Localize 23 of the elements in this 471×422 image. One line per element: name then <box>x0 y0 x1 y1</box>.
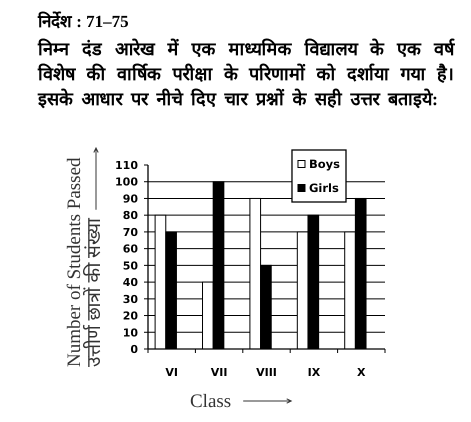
y-tick-label: 100 <box>115 176 138 189</box>
x-tick-label: IX <box>308 366 321 379</box>
y-axis-title: Number of Students Passed उत्तीर्ण छात्रों की संख्या <box>64 156 105 367</box>
y-tick-label: 50 <box>122 259 138 272</box>
y-tick-label: 0 <box>130 343 138 356</box>
x-tick-label: VIII <box>256 366 277 379</box>
legend-label: Boys <box>308 157 340 171</box>
x-tick-label: VI <box>165 366 178 379</box>
chart-subtitle: निम्न दंड आरेख में एक माध्यमिक विद्यालय के एक वर्ष विशेष की वार्षिक परीक्षा के परिणामों को दर्शाया गया है। इसके आधार पर नीचे दिए चार प्रश्नों के सही उत्तर बताइये: <box>38 38 454 111</box>
y-tick-label: 10 <box>122 326 138 340</box>
y-tick-label: 90 <box>122 192 138 206</box>
chart-title: निर्देश : 71–75 <box>38 10 130 33</box>
y-tick-label: 80 <box>122 209 138 222</box>
y-tick-label: 110 <box>115 159 138 172</box>
y-tick-label: 40 <box>122 276 138 290</box>
x-axis-title: Class <box>190 391 232 412</box>
x-tick-label: X <box>357 366 366 379</box>
y-tick-label: 70 <box>122 226 138 239</box>
x-tick-label: VII <box>210 366 228 379</box>
legend-label: Girls <box>308 181 339 195</box>
y-tick-label: 60 <box>122 242 138 256</box>
y-tick-label: 30 <box>122 292 138 306</box>
y-tick-label: 20 <box>122 310 138 323</box>
